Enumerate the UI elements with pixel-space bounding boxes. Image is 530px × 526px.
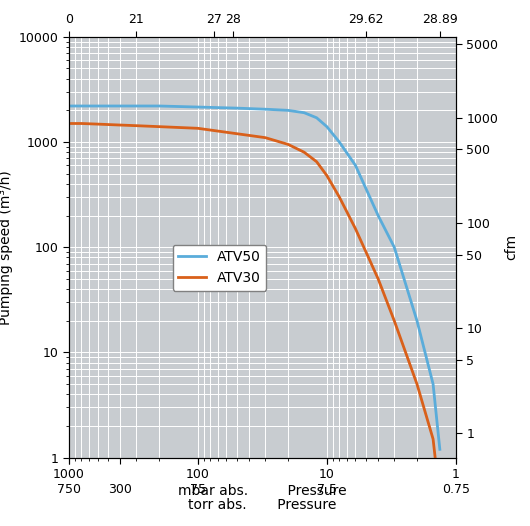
ATV30 xyxy=(117,122,123,128)
ATV50 xyxy=(324,124,330,130)
ATV50 xyxy=(285,107,291,114)
ATV30 xyxy=(94,121,101,127)
Legend: ATV50, ATV30: ATV50, ATV30 xyxy=(173,245,267,291)
ATV50 xyxy=(117,103,123,109)
ATV30 xyxy=(324,173,330,179)
ATV30 xyxy=(262,135,269,141)
ATV30 xyxy=(336,194,342,200)
ATV50 xyxy=(336,139,342,145)
ATV30 xyxy=(285,141,291,147)
ATV30 xyxy=(430,436,436,442)
ATV50 xyxy=(66,103,72,109)
ATV30 xyxy=(133,123,139,129)
ATV50 xyxy=(133,103,139,109)
ATV50 xyxy=(195,104,201,110)
ATV30 xyxy=(375,276,381,282)
ATV50 xyxy=(94,103,101,109)
ATV50 xyxy=(414,318,420,324)
ATV30 xyxy=(391,318,398,324)
X-axis label: mbar abs.         Pressure: mbar abs. Pressure xyxy=(178,484,347,498)
ATV30 xyxy=(313,158,320,165)
ATV30 xyxy=(66,120,72,127)
ATV50 xyxy=(352,162,359,168)
ATV50 xyxy=(437,446,443,452)
Line: ATV50: ATV50 xyxy=(69,106,440,449)
ATV30 xyxy=(414,381,420,387)
Y-axis label: Pumping speed (m³/h): Pumping speed (m³/h) xyxy=(0,170,13,325)
ATV50 xyxy=(391,244,398,250)
ATV30 xyxy=(78,120,85,127)
Y-axis label: cfm: cfm xyxy=(504,234,518,260)
ATV50 xyxy=(301,109,307,116)
ATV30 xyxy=(301,149,307,155)
ATV30 xyxy=(352,226,359,232)
ATV50 xyxy=(313,115,320,121)
ATV30 xyxy=(156,124,162,130)
X-axis label: torr abs.       Pressure: torr abs. Pressure xyxy=(188,499,337,512)
ATV50 xyxy=(78,103,85,109)
ATV50 xyxy=(234,105,240,112)
ATV50 xyxy=(262,106,269,113)
ATV50 xyxy=(430,381,436,387)
Line: ATV30: ATV30 xyxy=(69,124,440,500)
ATV50 xyxy=(375,213,381,219)
ATV30 xyxy=(195,125,201,132)
ATV30 xyxy=(437,497,443,503)
ATV30 xyxy=(234,130,240,137)
ATV50 xyxy=(156,103,162,109)
